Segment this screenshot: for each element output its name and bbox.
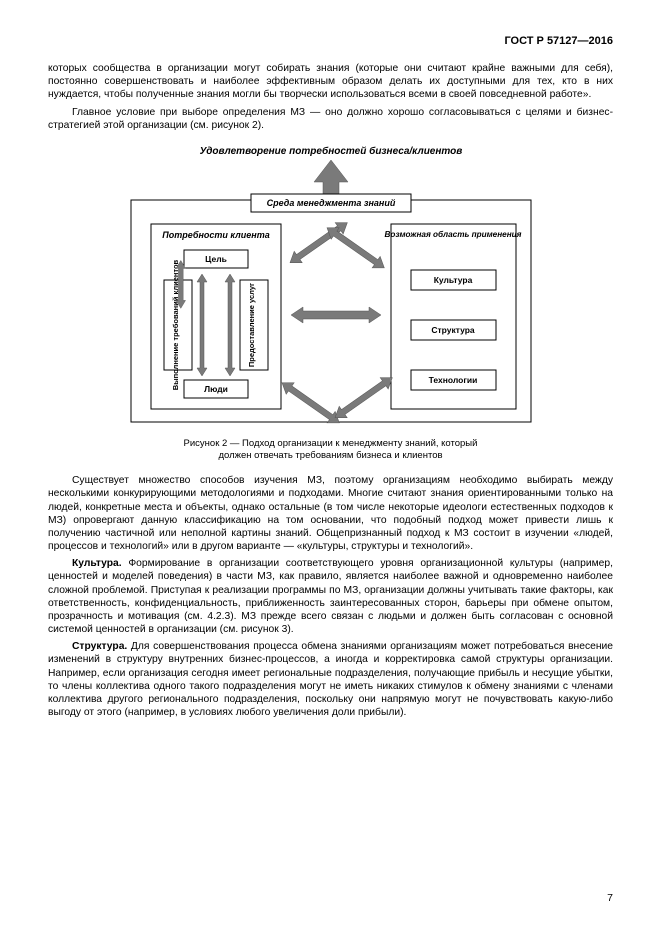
right-title-l1: Возможная область применения (384, 229, 521, 239)
right-box1: Культура (433, 275, 472, 285)
paragraph-2: Главное условие при выборе определения М… (48, 106, 613, 132)
right-box2: Структура (431, 325, 475, 335)
culture-heading: Культура. (72, 558, 122, 569)
env-label: Среда менеджмента знаний (266, 198, 395, 208)
figure-2-caption: Рисунок 2 — Подход организации к менеджм… (48, 438, 613, 462)
paragraph-1: которых сообщества в организации могут с… (48, 62, 613, 102)
right-box3: Технологии (428, 375, 477, 385)
page-number: 7 (607, 892, 613, 905)
left-top-box: Цель (205, 254, 227, 264)
arrow-h-center-icon (291, 307, 381, 323)
left-bottom-box: Люди (204, 384, 228, 394)
structure-heading: Структура. (72, 641, 127, 652)
paragraph-5: Структура. Для совершенствования процесс… (48, 640, 613, 719)
figure-2: Удовлетворение потребностей бизнеса/клие… (48, 142, 613, 432)
doc-code: ГОСТ Р 57127—2016 (48, 34, 613, 48)
left-title: Потребности клиента (162, 230, 269, 240)
fig-title-top: Удовлетворение потребностей бизнеса/клие… (199, 145, 462, 157)
paragraph-3: Существует множество способов изучения М… (48, 474, 613, 553)
paragraph-4: Культура. Формирование в организации соо… (48, 557, 613, 636)
right-vert-label: Предоставление услуг (247, 283, 256, 367)
